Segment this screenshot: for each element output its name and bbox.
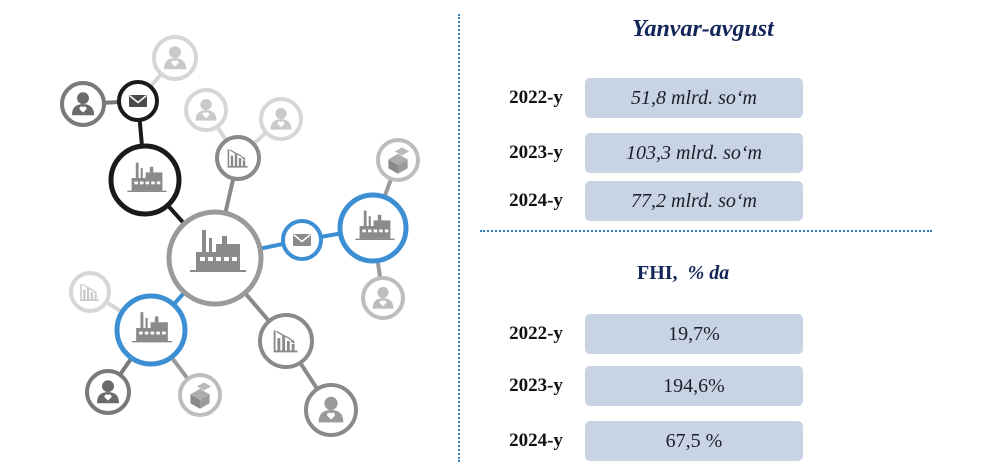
grey-person-node — [60, 81, 106, 127]
section1-title: Yanvar-avgust — [632, 16, 774, 42]
light-person-node — [184, 88, 228, 132]
boxes-node — [178, 373, 222, 417]
grey-person-node — [85, 369, 131, 415]
value-box: 51,8 mlrd. so‘m — [585, 78, 803, 118]
network-illustration — [60, 35, 420, 437]
year-label: 2022-y — [509, 87, 563, 108]
grey-chart-node — [258, 313, 314, 369]
light-person-node — [259, 97, 303, 141]
value-box: 77,2 mlrd. so‘m — [585, 181, 803, 221]
value-box: 19,7% — [585, 314, 803, 354]
vertical-divider — [458, 14, 460, 462]
value-box: 194,6% — [585, 366, 803, 406]
light-person-node — [361, 276, 405, 320]
year-label: 2024-y — [509, 190, 563, 211]
section1-row-2024: 2024-y 77,2 mlrd. so‘m — [490, 181, 810, 221]
blue-envelope-node — [281, 219, 323, 261]
dark-factory-node — [108, 143, 182, 217]
dark-envelope-node — [117, 80, 159, 122]
year-label: 2023-y — [509, 375, 563, 396]
section1-row-2023: 2023-y 103,3 mlrd. so‘m — [490, 133, 810, 173]
center-factory-node — [166, 209, 264, 307]
year-label: 2022-y — [509, 323, 563, 344]
grey-person-node — [304, 383, 358, 437]
envelope-icon — [292, 233, 312, 247]
section2-row-2022: 2022-y 19,7% — [490, 314, 810, 354]
light-chart-node — [69, 271, 111, 313]
section2-row-2024: 2024-y 67,5 % — [490, 421, 810, 461]
blue-factory-node — [337, 192, 409, 264]
section2-title: FHI, % da — [637, 262, 729, 285]
section2-row-2023: 2023-y 194,6% — [490, 366, 810, 406]
section2-unit: % da — [687, 262, 730, 284]
blue-plant-node — [114, 293, 188, 367]
light-person-node — [152, 35, 198, 81]
section1-row-2022: 2022-y 51,8 mlrd. so‘m — [490, 78, 810, 118]
value-box: 67,5 % — [585, 421, 803, 461]
section2-title-text: FHI, — [637, 262, 678, 284]
value-box: 103,3 mlrd. so‘m — [585, 133, 803, 173]
year-label: 2023-y — [509, 142, 563, 163]
boxes-node — [376, 138, 420, 182]
envelope-icon — [128, 94, 148, 108]
horizontal-divider — [480, 230, 932, 232]
grey-chart-node — [215, 135, 261, 181]
year-label: 2024-y — [509, 430, 563, 451]
